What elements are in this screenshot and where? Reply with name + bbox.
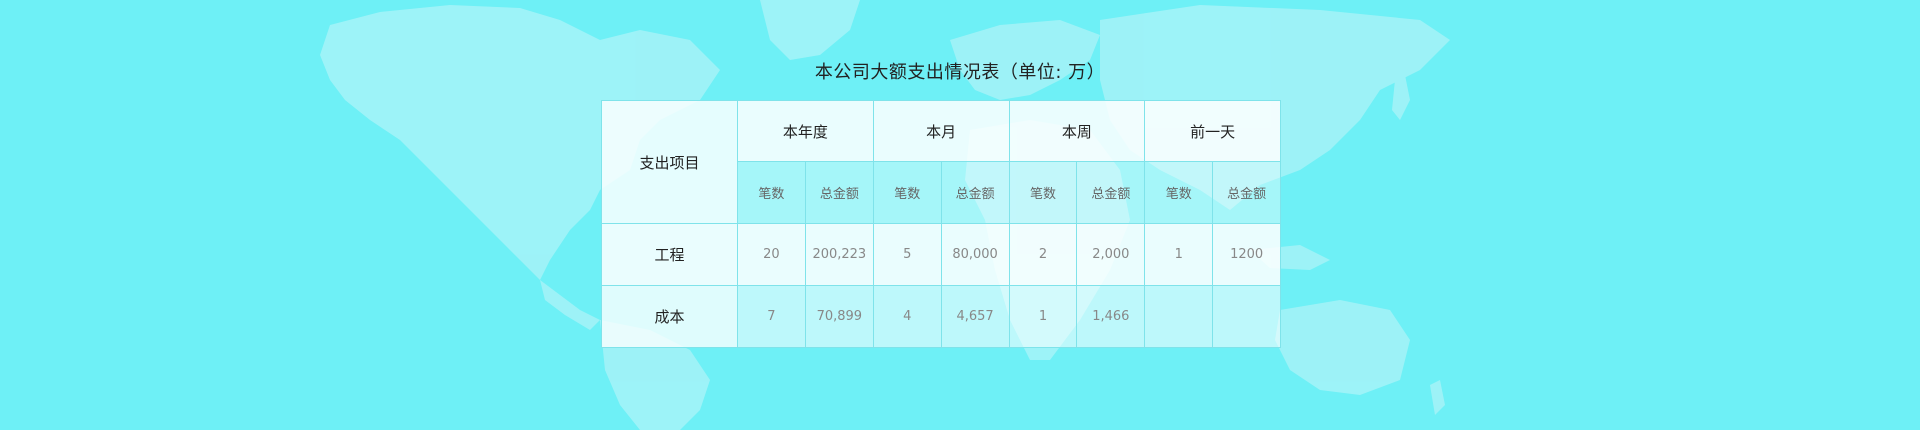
expense-table: 支出项目 本年度 本月 本周 前一天 笔数 总金额 笔数 总金额 笔数 总金额 … — [601, 100, 1282, 348]
cell-amount: 70,899 — [804, 285, 874, 348]
cell-count: 5 — [872, 223, 942, 286]
cell-amount: 80,000 — [940, 223, 1010, 286]
header-item: 支出项目 — [601, 100, 738, 224]
row-item-label: 工程 — [601, 223, 738, 286]
header-count: 笔数 — [737, 161, 806, 224]
cell-count — [1144, 285, 1214, 348]
header-amount: 总金额 — [1076, 161, 1146, 224]
header-period-month: 本月 — [872, 100, 1010, 162]
cell-amount: 200,223 — [804, 223, 874, 286]
header-amount: 总金额 — [940, 161, 1010, 224]
cell-count: 20 — [737, 223, 806, 286]
header-period-year: 本年度 — [737, 100, 874, 162]
cell-amount: 2,000 — [1076, 223, 1146, 286]
header-amount: 总金额 — [1212, 161, 1282, 224]
cell-amount — [1212, 285, 1282, 348]
cell-count: 7 — [737, 285, 806, 348]
row-item-label: 成本 — [601, 285, 738, 348]
cell-count: 4 — [872, 285, 942, 348]
header-row-periods: 支出项目 本年度 本月 本周 前一天 — [601, 100, 1282, 224]
cell-amount: 1,466 — [1076, 285, 1146, 348]
table-row: 工程 20 200,223 5 80,000 2 2,000 1 1200 — [601, 223, 1282, 286]
header-row-subcolumns: 笔数 总金额 笔数 总金额 笔数 总金额 笔数 总金额 — [602, 161, 1282, 224]
cell-amount: 4,657 — [940, 285, 1010, 348]
header-count: 笔数 — [872, 161, 942, 224]
table-row: 成本 7 70,899 4 4,657 1 1,466 — [601, 285, 1282, 348]
table-title: 本公司大额支出情况表（单位: 万） — [814, 62, 1106, 83]
cell-count: 1 — [1008, 285, 1078, 348]
header-count: 笔数 — [1008, 161, 1078, 224]
cell-count: 2 — [1008, 223, 1078, 286]
header-amount: 总金额 — [804, 161, 874, 224]
header-count: 笔数 — [1144, 161, 1214, 224]
header-period-yesterday: 前一天 — [1144, 100, 1282, 162]
cell-amount: 1200 — [1212, 223, 1282, 286]
header-period-week: 本周 — [1008, 100, 1146, 162]
cell-count: 1 — [1144, 223, 1214, 286]
